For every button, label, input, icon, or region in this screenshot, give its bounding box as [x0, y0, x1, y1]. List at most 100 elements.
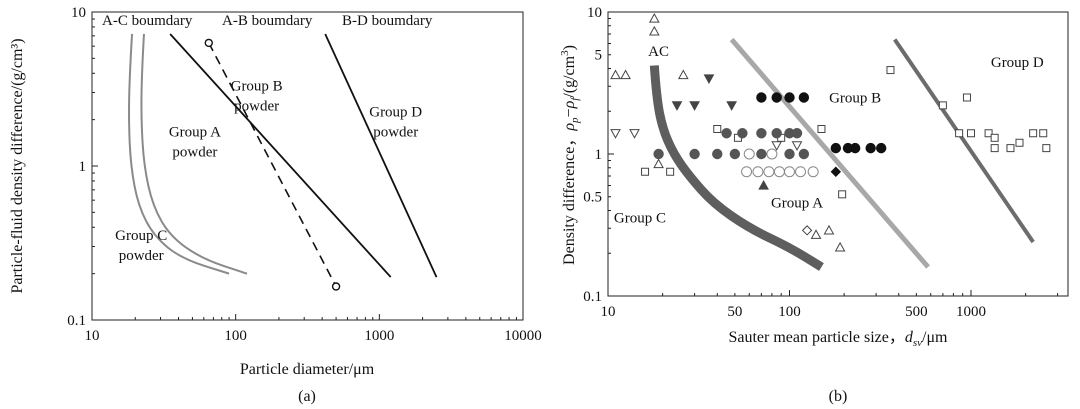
chart-b-point-open-square	[817, 124, 826, 133]
chart-b-point-filled-circle	[849, 142, 861, 154]
chart-a-legend-text: B-D boumdary	[342, 13, 433, 29]
chart-b-point-open-diamond	[801, 225, 813, 236]
chart-b-point-open-square	[713, 124, 722, 133]
chart-a-x-tick-label: 10	[85, 328, 100, 344]
chart-b-region-label: Group A	[771, 195, 823, 211]
chart-a-series-ac1	[128, 33, 230, 275]
chart-b-markers	[610, 12, 1051, 252]
chart-b-point-filled-circle	[842, 142, 854, 154]
chart-a-region-label: powder	[373, 124, 418, 140]
chart-b-point-filled-circle	[784, 92, 795, 103]
chart-b-labels: 10 50 100 500 1000 0.1 0.5 1 5 10 AC Group B Group D…	[583, 5, 1044, 320]
chart-b-point-open-square	[962, 93, 971, 102]
chart-a-legend-text: A-C boumdary	[102, 13, 193, 29]
chart-b-point-filled-circle	[798, 92, 810, 103]
chart-b-point-filled-circle	[830, 142, 842, 154]
chart-a-region-label: Group D	[369, 104, 422, 120]
chart-a-series-ac2	[140, 33, 248, 275]
chart-b-point-filled-circle	[865, 142, 876, 154]
chart-b-point-filled-circle	[791, 128, 803, 139]
chart-b-point-filled-circle	[737, 128, 748, 139]
chart-b-region-label: Group C	[614, 210, 666, 226]
chart-b-point-open-square	[838, 190, 847, 199]
chart-b-y-tick-label: 5	[595, 48, 603, 64]
chart-b-region-label: AC	[648, 44, 669, 60]
chart-a-region-label: Group B	[231, 78, 283, 94]
chart-b-point-filled-circle	[756, 148, 767, 160]
chart-b-point-open-triangle-up	[620, 69, 631, 80]
chart-b-point-open-square	[967, 129, 975, 138]
chart-b-point-filled-circle	[756, 128, 767, 139]
chart-b-point-open-triangle-up	[610, 69, 621, 80]
chart-a-x-axis-label: Particle diameter/μm	[240, 361, 375, 378]
chart-a-series	[128, 33, 438, 291]
chart-b-point-open-square	[990, 144, 999, 153]
chart-b-point-filled-circle	[784, 128, 795, 139]
chart-b-point-filled-circle	[653, 148, 664, 160]
chart-b-point-open-circle	[741, 166, 753, 178]
chart-b-point-filled-triangle-down	[671, 101, 683, 111]
chart-b: 10 50 100 500 1000 0.1 0.5 1 5 10 AC Group B Group D…	[559, 5, 1069, 405]
chart-b-point-open-circle	[807, 166, 819, 178]
chart-b-point-open-triangle-down	[629, 129, 640, 139]
chart-a-region-label: powder	[234, 98, 279, 114]
chart-a-point	[204, 38, 213, 48]
chart-b-point-open-square	[1029, 129, 1038, 138]
chart-b-x-axis-label: Sauter mean particle size，dsv/μm	[728, 329, 948, 349]
chart-b-y-tick-label: 0.1	[583, 289, 602, 305]
chart-b-point-open-square	[641, 167, 650, 176]
chart-a-y-tick-label: 10	[71, 5, 86, 21]
chart-b-point-filled-diamond	[830, 166, 842, 177]
chart-a-series-bd	[324, 33, 438, 278]
chart-a-series-ab	[208, 42, 337, 287]
chart-b-point-open-square	[1042, 144, 1051, 153]
chart-a-y-tick-label: 1	[79, 159, 87, 175]
chart-b-point-open-square	[984, 129, 993, 138]
chart-b-point-open-square	[938, 101, 947, 110]
chart-b-point-filled-circle	[729, 148, 741, 160]
chart-b-point-open-circle	[743, 148, 755, 160]
chart-a-region-label: Group C	[115, 228, 167, 244]
chart-b-boundary-bd	[893, 38, 1035, 244]
chart-a-series-ab2	[169, 33, 392, 278]
chart-a-x-tick-label: 10000	[504, 328, 542, 344]
chart-a-panel-label: (a)	[298, 388, 316, 405]
chart-b-point-open-square	[955, 129, 964, 138]
chart-b-point-open-square	[990, 133, 999, 142]
chart-b-y-tick-label: 1	[595, 147, 603, 163]
chart-b-point-open-circle	[752, 166, 764, 178]
chart-b-point-open-triangle-down	[791, 141, 803, 151]
chart-b-point-filled-triangle-down	[726, 101, 737, 111]
chart-a-x-tick-label: 1000	[364, 328, 394, 344]
chart-b-point-open-triangle-up	[653, 158, 664, 169]
chart-b-panel-label: (b)	[829, 388, 848, 405]
chart-a-region-label: powder	[172, 145, 217, 161]
chart-a-ticks	[91, 18, 517, 321]
chart-b-x-tick-label: 100	[778, 304, 801, 320]
chart-b-point-filled-triangle-up	[758, 179, 769, 190]
chart-b-point-open-triangle-up	[648, 12, 660, 23]
chart-a-y-axis-label: Particle-fluid density difference/(g/cm³…	[9, 38, 26, 293]
chart-b-point-open-square	[1006, 144, 1015, 153]
chart-b-point-open-triangle-up	[823, 224, 835, 235]
chart-b-x-tick-label: 500	[905, 304, 928, 320]
chart-b-point-open-square	[666, 167, 675, 176]
chart-a: 10 100 1000 10000 0.1 1 10 A-C boumdary A-B boum…	[9, 5, 542, 405]
chart-b-point-open-triangle-down	[771, 141, 783, 151]
chart-b-y-tick-label: 0.5	[583, 190, 602, 206]
chart-a-x-tick-label: 100	[224, 328, 247, 344]
chart-b-point-filled-circle	[798, 148, 810, 160]
chart-a-point	[331, 282, 341, 291]
chart-b-point-filled-circle	[784, 148, 795, 160]
chart-b-point-open-circle	[763, 166, 775, 178]
chart-b-point-open-square	[1015, 138, 1024, 147]
chart-b-point-filled-circle	[756, 92, 767, 103]
chart-b-point-open-triangle-up	[648, 25, 660, 36]
chart-b-point-open-triangle-up	[810, 229, 822, 239]
chart-b-point-filled-triangle-down	[689, 101, 700, 111]
chart-b-x-tick-label: 1000	[956, 304, 986, 320]
chart-b-boundary-ab	[729, 37, 930, 269]
chart-b-boundaries	[649, 37, 1035, 271]
chart-b-point-open-square	[1039, 129, 1048, 138]
